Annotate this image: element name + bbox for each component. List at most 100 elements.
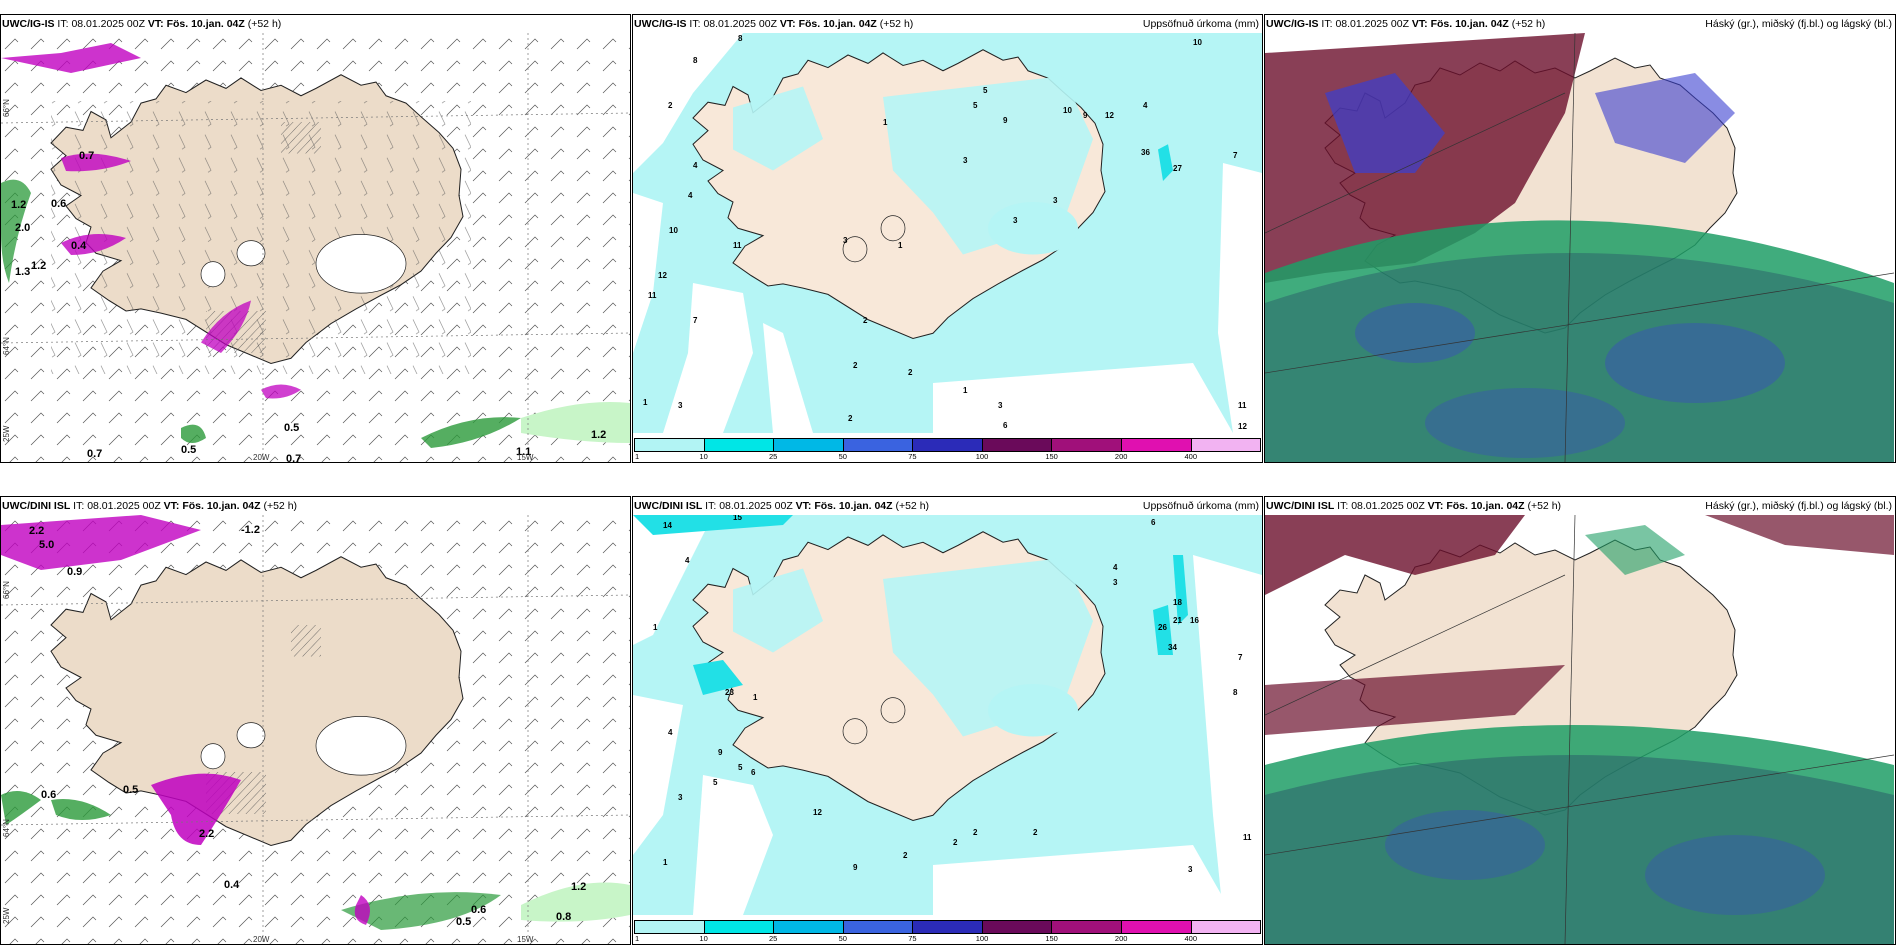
- svg-text:14: 14: [663, 521, 672, 530]
- svg-text:25W: 25W: [2, 425, 11, 442]
- svg-text:3: 3: [1013, 216, 1018, 225]
- svg-text:64°N: 64°N: [2, 337, 11, 355]
- svg-text:2.2: 2.2: [199, 828, 214, 840]
- colorbar-tick: 200: [1114, 934, 1128, 943]
- colorbar-cell: [704, 921, 775, 933]
- svg-text:3: 3: [963, 156, 968, 165]
- colorbar-tick: 150: [1045, 452, 1058, 461]
- svg-text:7: 7: [1233, 151, 1238, 160]
- colorbar-cell: [704, 439, 775, 451]
- svg-text:10: 10: [1193, 38, 1202, 47]
- panel-title-right: Uppsöfnuð úrkoma (mm): [1142, 500, 1259, 512]
- svg-text:1.2: 1.2: [591, 429, 606, 441]
- svg-text:11: 11: [733, 241, 742, 250]
- colorbar-tick: 10: [699, 452, 708, 461]
- svg-text:18: 18: [1173, 598, 1182, 607]
- svg-text:66°N: 66°N: [2, 99, 11, 117]
- svg-text:12: 12: [1105, 111, 1114, 120]
- colorbar-cell: [1121, 439, 1192, 451]
- svg-text:6: 6: [1151, 518, 1156, 527]
- svg-text:1: 1: [883, 118, 888, 127]
- svg-text:2: 2: [863, 316, 868, 325]
- precip-map: 14 15 6 4 4 1 3 9 4 3 18 16 26 21 34 7 8…: [633, 515, 1262, 915]
- svg-text:66°N: 66°N: [2, 581, 11, 599]
- cloud-panel-ig-is: UWC/IG-IS IT: 08.01.2025 00Z VT: Fös. 10…: [1264, 14, 1896, 463]
- svg-text:2: 2: [953, 838, 958, 847]
- wind-panel-dini: UWC/DINI ISL IT: 08.01.2025 00Z VT: Fös.…: [0, 496, 631, 945]
- colorbar-cell: [635, 921, 705, 933]
- svg-text:2: 2: [903, 851, 908, 860]
- svg-text:0.4: 0.4: [71, 240, 87, 252]
- colorbar-tick: 400: [1184, 452, 1198, 461]
- svg-text:0.8: 0.8: [556, 911, 571, 923]
- svg-text:5: 5: [713, 778, 718, 787]
- svg-text:1.2: 1.2: [571, 881, 586, 893]
- panel-header: UWC/IG-IS IT: 08.01.2025 00Z VT: Fös. 10…: [2, 18, 282, 30]
- svg-text:12: 12: [813, 808, 822, 817]
- colorbar-tick: 10: [699, 934, 708, 943]
- svg-text:25W: 25W: [2, 907, 11, 924]
- colorbar-tick: 200: [1114, 452, 1128, 461]
- precip-panel-ig-is: UWC/IG-IS IT: 08.01.2025 00Z VT: Fös. 10…: [632, 14, 1263, 463]
- svg-text:12: 12: [1238, 422, 1247, 431]
- svg-text:1: 1: [653, 623, 658, 632]
- svg-text:5.0: 5.0: [39, 539, 54, 551]
- colorbar-cell: [913, 439, 983, 451]
- svg-text:2: 2: [973, 828, 978, 837]
- svg-text:2: 2: [1033, 828, 1038, 837]
- svg-text:0.6: 0.6: [41, 789, 56, 801]
- svg-text:10: 10: [1063, 106, 1072, 115]
- svg-text:1: 1: [898, 241, 903, 250]
- svg-text:7: 7: [693, 316, 698, 325]
- svg-text:2.0: 2.0: [15, 222, 30, 234]
- svg-text:3: 3: [1113, 578, 1118, 587]
- svg-text:0.6: 0.6: [51, 198, 66, 210]
- svg-text:1: 1: [643, 398, 648, 407]
- svg-text:3: 3: [1188, 865, 1193, 874]
- precip-colorbar: 1 10 25 50 75 100 150 200 400: [634, 438, 1261, 461]
- colorbar-cell: [774, 921, 844, 933]
- svg-text:27: 27: [1173, 164, 1182, 173]
- cloud-map: [1265, 515, 1894, 944]
- svg-text:11: 11: [1243, 833, 1252, 842]
- svg-text:1: 1: [663, 858, 668, 867]
- svg-text:1.1: 1.1: [516, 446, 531, 458]
- precip-colorbar: 1 10 25 50 75 100 150 200 400: [634, 920, 1261, 943]
- svg-text:4: 4: [1143, 101, 1148, 110]
- svg-text:2: 2: [848, 414, 853, 423]
- colorbar-tick: 50: [838, 452, 847, 461]
- colorbar-tick: 25: [769, 934, 778, 943]
- svg-text:3: 3: [998, 401, 1003, 410]
- precip-panel-dini: UWC/DINI ISL IT: 08.01.2025 00Z VT: Fös.…: [632, 496, 1263, 945]
- colorbar-tick: 1: [635, 934, 640, 943]
- svg-text:9: 9: [853, 863, 858, 872]
- svg-text:16: 16: [1190, 616, 1199, 625]
- svg-text:6: 6: [751, 768, 756, 777]
- svg-text:0.9: 0.9: [67, 566, 82, 578]
- svg-text:4: 4: [668, 728, 673, 737]
- svg-text:20W: 20W: [253, 453, 270, 462]
- panel-title-right: Háský (gr.), miðský (fj.bl.) og lágský (…: [1705, 500, 1892, 512]
- colorbar-tick: 150: [1045, 934, 1058, 943]
- svg-text:-1.2: -1.2: [241, 524, 260, 536]
- svg-text:1.2: 1.2: [31, 260, 46, 272]
- colorbar-cell: [843, 921, 914, 933]
- panel-header: UWC/DINI ISL IT: 08.01.2025 00Z VT: Fös.…: [634, 500, 930, 512]
- svg-text:12: 12: [658, 271, 667, 280]
- svg-text:3: 3: [843, 236, 848, 245]
- cloud-panel-dini: UWC/DINI ISL IT: 08.01.2025 00Z VT: Fös.…: [1264, 496, 1896, 945]
- svg-text:0.4: 0.4: [224, 879, 240, 891]
- svg-text:11: 11: [648, 291, 657, 300]
- svg-text:6: 6: [1003, 421, 1008, 430]
- svg-text:23: 23: [725, 688, 734, 697]
- svg-text:0.5: 0.5: [284, 422, 299, 434]
- svg-text:1: 1: [753, 693, 758, 702]
- colorbar-cell: [843, 439, 914, 451]
- svg-text:0.7: 0.7: [87, 448, 102, 460]
- svg-text:64°N: 64°N: [2, 819, 11, 837]
- wind-panel-ig-is: UWC/IG-IS IT: 08.01.2025 00Z VT: Fös. 10…: [0, 14, 631, 463]
- svg-text:5: 5: [983, 86, 988, 95]
- svg-text:9: 9: [718, 748, 723, 757]
- svg-text:7: 7: [1238, 653, 1243, 662]
- colorbar-cell: [913, 921, 983, 933]
